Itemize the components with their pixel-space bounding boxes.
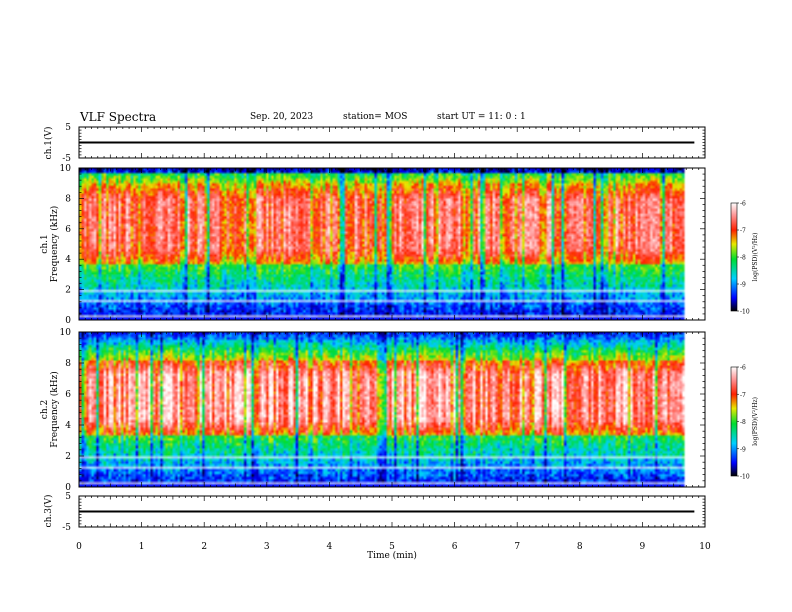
x-tick-label: 4: [327, 542, 333, 552]
colorbar-label: log(PSD)(V²/Hz): [752, 233, 759, 282]
y-tick-label: 5: [65, 492, 71, 502]
x-tick-label: 2: [201, 542, 207, 552]
y-tick-label: 6: [65, 225, 71, 235]
station-label: station= MOS: [343, 112, 408, 122]
ch3-waveform-ylabel: ch.3(V): [43, 495, 54, 528]
colorbar-tick-label: -10: [740, 474, 750, 481]
colorbar: [730, 366, 738, 477]
y-tick-label: 0: [65, 483, 71, 493]
x-tick-label: 0: [76, 542, 82, 552]
start-time-label: start UT = 11: 0 : 1: [437, 112, 526, 122]
colorbar-tick-label: -7: [740, 392, 746, 399]
y-tick-label: 10: [60, 164, 72, 174]
x-tick-label: 7: [514, 542, 520, 552]
y-tick-label: 4: [65, 255, 71, 265]
spectrogram-frequency-label: Frequency (kHz): [49, 371, 60, 448]
x-tick-label: 10: [699, 542, 711, 552]
colorbar-tick-label: -10: [740, 309, 750, 316]
x-tick-label: 6: [452, 542, 458, 552]
spectrogram-channel-label: ch.1: [40, 234, 50, 253]
x-axis-label: Time (min): [367, 550, 417, 561]
ch1-waveform-ylabel: ch.1(V): [43, 127, 54, 160]
colorbar-label: log(PSD)(V²/Hz): [752, 397, 759, 446]
y-tick-label: 6: [65, 390, 71, 400]
y-tick-label: -5: [62, 154, 71, 164]
y-tick-label: 2: [65, 452, 71, 462]
x-tick-label: 5: [389, 542, 395, 552]
y-tick-label: 8: [65, 194, 71, 204]
date-label: Sep. 20, 2023: [250, 112, 314, 122]
spectrogram-channel-label: ch.2: [40, 400, 50, 419]
ch2-spectrogram-image: [79, 332, 695, 487]
chart-title: VLF Spectra: [80, 110, 157, 124]
spectrogram-frequency-label: Frequency (kHz): [49, 206, 60, 283]
colorbar-tick-label: -9: [740, 446, 746, 453]
x-tick-label: 8: [577, 542, 583, 552]
y-tick-label: 0: [65, 316, 71, 326]
colorbar-tick-label: -8: [740, 419, 746, 426]
ch1-spectrogram-image: [79, 168, 695, 320]
y-tick-label: 8: [65, 359, 71, 369]
y-tick-label: 2: [65, 286, 71, 296]
colorbar: [730, 202, 738, 312]
y-tick-label: 10: [60, 328, 72, 338]
x-tick-label: 1: [139, 542, 145, 552]
y-tick-label: -5: [62, 523, 71, 533]
colorbar-tick-label: -6: [740, 365, 746, 372]
colorbar-tick-label: -9: [740, 282, 746, 289]
y-tick-label: 4: [65, 421, 71, 431]
colorbar-tick-label: -7: [740, 228, 746, 235]
y-tick-label: 5: [65, 123, 71, 133]
x-tick-label: 3: [264, 542, 270, 552]
colorbar-tick-label: -8: [740, 255, 746, 262]
colorbar-tick-label: -6: [740, 201, 746, 208]
x-tick-label: 9: [640, 542, 646, 552]
